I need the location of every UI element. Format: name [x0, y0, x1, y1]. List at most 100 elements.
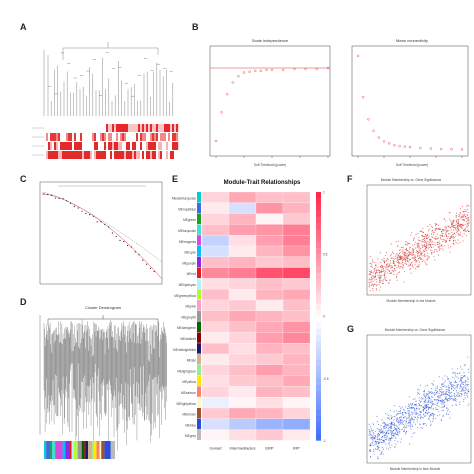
g-point	[467, 388, 470, 390]
g-point	[439, 414, 441, 416]
g-point	[386, 426, 388, 428]
c-point	[66, 200, 68, 202]
e-heatmap-cell	[228, 343, 257, 355]
e-module-label: MEgreen	[183, 218, 196, 222]
a-heatmap-cell	[102, 142, 105, 150]
f-point	[462, 223, 464, 225]
g-point	[451, 404, 454, 406]
g-point	[432, 384, 434, 386]
f-point	[395, 241, 397, 243]
f-point	[449, 218, 451, 220]
f-point	[417, 245, 419, 247]
g-point	[379, 430, 381, 432]
g-point	[381, 419, 383, 421]
panel-d-label: D	[20, 297, 27, 307]
g-point	[399, 411, 401, 413]
g-point	[399, 422, 401, 424]
f-point	[429, 238, 432, 240]
g-point	[384, 438, 386, 441]
panel-a-label: A	[20, 22, 27, 32]
g-point	[372, 422, 374, 424]
f-point	[407, 261, 409, 263]
g-point	[465, 385, 467, 387]
b-right-point	[356, 54, 360, 58]
f-point	[414, 268, 417, 270]
c-point	[89, 214, 91, 216]
b-left-point	[315, 67, 319, 71]
f-point	[406, 242, 408, 244]
f-point	[412, 251, 415, 253]
f-point	[404, 262, 406, 264]
f-point	[371, 284, 373, 286]
g-point	[403, 416, 405, 418]
e-legend-step	[316, 365, 321, 373]
a-heatmap-cell	[134, 133, 137, 141]
f-point	[391, 251, 393, 253]
g-point	[397, 434, 399, 436]
g-point	[426, 401, 428, 403]
d-module-color-bar	[81, 441, 85, 459]
f-point	[373, 283, 375, 285]
f-point	[397, 257, 399, 259]
f-point	[431, 250, 433, 252]
f-point	[368, 286, 370, 288]
a-heatmap-cell	[150, 133, 153, 141]
g-point	[464, 392, 466, 394]
f-point	[402, 249, 404, 251]
f-point	[396, 279, 398, 281]
f-point	[442, 241, 444, 243]
g-point	[412, 403, 414, 405]
f-point	[402, 246, 404, 248]
e-legend-step	[316, 247, 321, 255]
g-point	[420, 412, 422, 414]
g-point	[370, 433, 372, 435]
g-point	[443, 381, 445, 383]
f-point	[431, 226, 434, 228]
a-heatmap-cell	[108, 133, 111, 141]
e-module-swatch	[197, 418, 201, 430]
a-heatmap-cell	[172, 151, 175, 159]
a-heatmap-cell	[158, 133, 161, 141]
g-point	[395, 433, 397, 436]
f-point	[441, 232, 443, 235]
a-heatmap-cell	[58, 133, 61, 141]
f-point	[382, 266, 384, 268]
f-point	[459, 218, 461, 220]
f-point	[399, 255, 401, 257]
g-point	[453, 377, 455, 379]
f-point	[422, 227, 424, 229]
g-point	[400, 441, 402, 443]
a-heatmap-cell	[158, 151, 161, 159]
e-legend-step	[316, 415, 321, 423]
g-point	[390, 434, 392, 436]
f-point	[430, 233, 433, 235]
e-heatmap-cell	[201, 235, 230, 247]
g-point	[398, 424, 400, 426]
f-point	[423, 259, 425, 262]
f-point	[458, 220, 460, 222]
g-point	[430, 405, 432, 407]
g-point	[464, 375, 466, 377]
f-point	[388, 269, 390, 271]
a-heatmap-cell	[102, 124, 105, 132]
g-point	[444, 405, 446, 407]
a-heatmap-cell	[66, 124, 69, 132]
f-frame	[366, 184, 472, 296]
e-heatmap-cell	[201, 418, 230, 430]
g-point	[455, 395, 458, 397]
f-point	[417, 265, 419, 267]
f-point	[380, 281, 382, 283]
a-heatmap-cell	[132, 124, 135, 132]
f-point	[425, 234, 427, 236]
a-heatmap-cell	[94, 124, 97, 132]
a-heatmap-cell	[70, 142, 73, 150]
a-heatmap-cell	[50, 142, 53, 150]
b-right-point	[377, 136, 381, 139]
f-point	[439, 243, 441, 245]
a-heatmap-cell	[88, 133, 91, 141]
f-point	[459, 241, 461, 244]
f-point	[453, 227, 455, 229]
g-point	[405, 406, 407, 408]
a-heatmap-cell	[170, 133, 173, 141]
e-module-label: MElightcyan	[179, 283, 197, 287]
